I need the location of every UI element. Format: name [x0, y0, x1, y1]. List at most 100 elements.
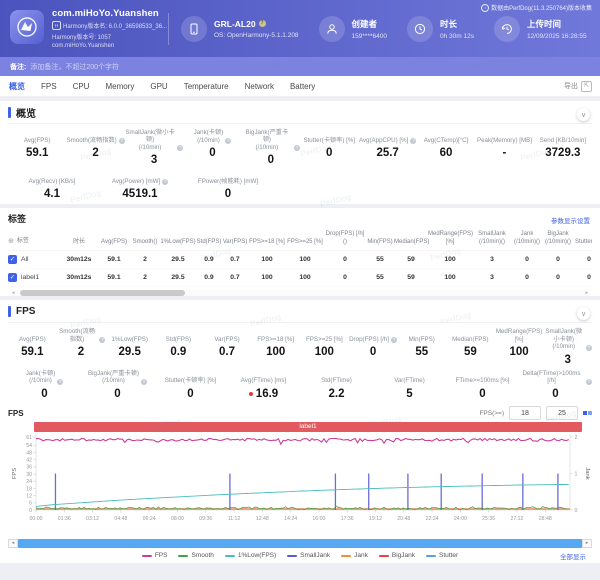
legend-item-1lowfps[interactable]: 1%Low(FPS) [225, 552, 276, 559]
add-label-icon[interactable]: ⊕ [8, 238, 14, 247]
legend-item-bigjank[interactable]: BigJank [379, 552, 415, 559]
column-header: Var(FPS) [222, 239, 248, 247]
column-header: ⊕标签 [8, 238, 60, 247]
tab-Battery[interactable]: Battery [290, 82, 315, 91]
legend-label: 1%Low(FPS) [238, 552, 276, 559]
help-icon[interactable]: ? [391, 337, 397, 343]
chart-scrollbar-thumb[interactable] [18, 539, 582, 548]
svg-text:1: 1 [575, 471, 578, 477]
stat-label: Avg(CTemp)[°C] [424, 137, 469, 144]
note-bar[interactable]: 备注: 添加备注，不超过200个字符 [0, 57, 600, 76]
chart-scroll-right-icon[interactable]: ▸ [582, 539, 592, 548]
stat-label: Send [KB/10min] [540, 137, 586, 144]
fps-chart[interactable]: 0612182430364248546101200:0001:3603:1204… [8, 432, 592, 532]
svg-text:28:48: 28:48 [539, 516, 552, 522]
legend-item-smalljank[interactable]: SmallJank [287, 552, 330, 559]
tab-概览[interactable]: 概览 [9, 81, 25, 92]
svg-text:36: 36 [26, 464, 32, 470]
chart-scroll-left-icon[interactable]: ◂ [8, 539, 18, 548]
stat-value: 0 [552, 388, 558, 400]
tab-FPS[interactable]: FPS [41, 82, 57, 91]
legend-item-smooth[interactable]: Smooth [178, 552, 213, 559]
stat-label: Avg(FPS) [19, 336, 46, 343]
stat-stutter: Stutter(卡顿率) [%] 0 [300, 129, 358, 166]
svg-text:25:36: 25:36 [482, 516, 495, 522]
row-checkbox[interactable]: ✓ [8, 255, 17, 264]
param-display-settings-link[interactable]: 参数显示设置 [551, 215, 590, 225]
scroll-right-icon[interactable]: ▸ [585, 290, 588, 296]
svg-text:01:36: 01:36 [58, 516, 71, 522]
tab-Memory[interactable]: Memory [105, 82, 134, 91]
tab-GPU[interactable]: GPU [150, 82, 167, 91]
stat-label: Avg(Power) [mW] [112, 178, 160, 185]
help-icon[interactable]: ? [586, 379, 592, 385]
export-button[interactable]: 导出 ⇱ [564, 81, 592, 92]
table-cell: 2 [130, 256, 160, 263]
svg-text:Jank: Jank [584, 467, 590, 479]
stat-value: 2 [92, 147, 98, 159]
tab-Temperature[interactable]: Temperature [184, 82, 229, 91]
alert-dot-icon [249, 392, 253, 396]
label1-band[interactable]: label1 [34, 422, 582, 432]
table-cell: 59 [394, 274, 428, 281]
stat-var: Var(FTime)5 [373, 370, 446, 400]
stat-label: Jank(卡顿) (/10min) [194, 129, 224, 144]
row-checkbox[interactable]: ✓ [8, 273, 17, 282]
svg-text:03:12: 03:12 [86, 516, 99, 522]
stat-avg: Avg(CTemp)[°C]60 [417, 129, 475, 166]
table-cell: 0.9 [196, 256, 222, 263]
stat-median: Median(FPS)59 [446, 328, 495, 365]
help-icon[interactable]: ? [586, 345, 592, 351]
show-all-link[interactable]: 全部显示 [560, 551, 586, 561]
stat-stutter: Stutter(卡顿率) [%]0 [154, 370, 227, 400]
table-cell: 100 [428, 256, 472, 263]
scroll-left-icon[interactable]: ◂ [12, 290, 15, 296]
table-cell: 3 [472, 256, 512, 263]
stat-value: 0 [326, 147, 332, 159]
tab-CPU[interactable]: CPU [73, 82, 90, 91]
help-icon[interactable]: ? [141, 379, 147, 385]
stat-label: Peak(Memory) [MB] [477, 137, 532, 144]
svg-text:06:24: 06:24 [143, 516, 156, 522]
fps-stats-row2: Jank(卡顿) (/10min)?0BigJank(严重卡顿) (/10min… [8, 370, 592, 404]
scrollbar-thumb[interactable] [20, 290, 185, 296]
legend-item-jank[interactable]: Jank [341, 552, 368, 559]
stat-label: Stutter(卡顿率) [%] [303, 137, 355, 144]
column-header-text: 标签 [17, 238, 29, 246]
chart-title: FPS [8, 409, 24, 418]
chart-settings-icon[interactable] [583, 411, 592, 415]
stat-value: 0.9 [170, 346, 186, 358]
help-icon[interactable]: ? [225, 138, 231, 144]
help-icon[interactable]: ? [410, 138, 416, 144]
stat-value: 0 [209, 147, 215, 159]
svg-text:11:12: 11:12 [228, 516, 241, 522]
svg-text:00:00: 00:00 [30, 516, 43, 522]
stat-bigjank: BigJank(严重卡顿) (/10min)?0 [81, 370, 154, 400]
help-icon[interactable]: ? [162, 179, 168, 185]
labels-table-scrollbar[interactable]: ◂ ▸ [10, 290, 590, 296]
note-label: 备注: [10, 62, 26, 72]
table-row: ✓label130m12s59.1229.50.90.7100100055591… [8, 269, 592, 287]
legend-item-stutter[interactable]: Stutter [426, 552, 458, 559]
help-icon[interactable]: ? [119, 138, 125, 144]
legend-swatch [225, 555, 235, 557]
creator-icon [319, 16, 345, 42]
chart-scrollbar[interactable]: ◂ ▸ [8, 539, 592, 548]
export-label: 导出 [564, 81, 578, 91]
stat-var: Var(FPS)0.7 [203, 328, 252, 365]
stat-label: MedRange(FPS)[%] [495, 328, 544, 343]
tab-Network[interactable]: Network [245, 82, 274, 91]
stat-label: FPS>=18 [%] [257, 336, 294, 343]
stat-std: Std(FPS)0.9 [154, 328, 203, 365]
help-icon[interactable]: ? [57, 379, 63, 385]
legend-swatch [287, 555, 297, 557]
app-name: com.miHoYo.Yuanshen [52, 8, 167, 19]
legend-item-fps[interactable]: FPS [142, 552, 168, 559]
overview-collapse-button[interactable]: ∨ [577, 108, 590, 121]
duration-value: 0h 30m 12s [440, 33, 474, 40]
threshold-input-1[interactable] [509, 406, 541, 420]
svg-text:08:00: 08:00 [171, 516, 184, 522]
svg-text:0: 0 [575, 507, 578, 513]
device-badge-icon[interactable]: ? [259, 20, 266, 27]
threshold-input-2[interactable] [546, 406, 578, 420]
